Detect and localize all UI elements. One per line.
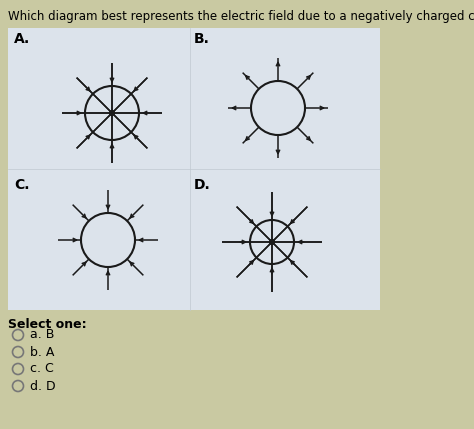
Text: A.: A.: [14, 32, 30, 46]
Circle shape: [270, 239, 274, 245]
Text: d. D: d. D: [30, 380, 55, 393]
Text: a. B: a. B: [30, 329, 55, 341]
Circle shape: [109, 111, 115, 115]
Text: b. A: b. A: [30, 345, 55, 359]
Text: B.: B.: [194, 32, 210, 46]
Text: Select one:: Select one:: [8, 318, 87, 331]
Text: Which diagram best represents the electric field due to a negatively charged con: Which diagram best represents the electr…: [8, 10, 474, 23]
Text: c. C: c. C: [30, 363, 54, 375]
Text: C.: C.: [14, 178, 29, 192]
Text: D.: D.: [194, 178, 211, 192]
Bar: [8, 28, 380, 310]
